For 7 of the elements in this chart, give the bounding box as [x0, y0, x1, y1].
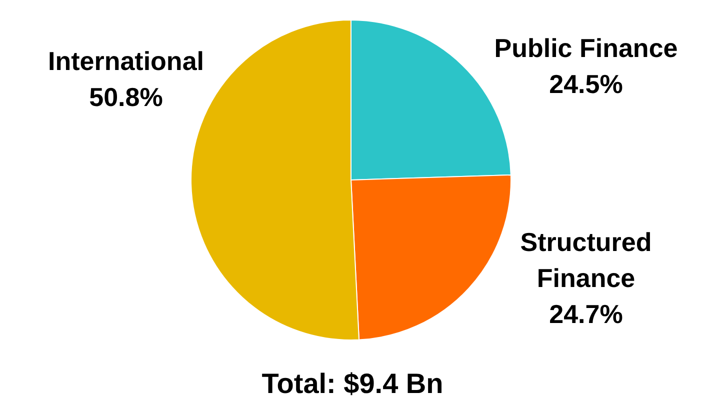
text: Total: $9.4 Bn	[260, 368, 444, 400]
data-label: 24.5%	[549, 68, 623, 99]
data-label: 50.8%	[89, 82, 163, 112]
slice-label: Structured Finance	[520, 227, 652, 293]
slice-label: International	[48, 46, 204, 76]
data-label: 24.7%	[549, 299, 623, 329]
slice-label: Public Finance	[494, 32, 678, 63]
